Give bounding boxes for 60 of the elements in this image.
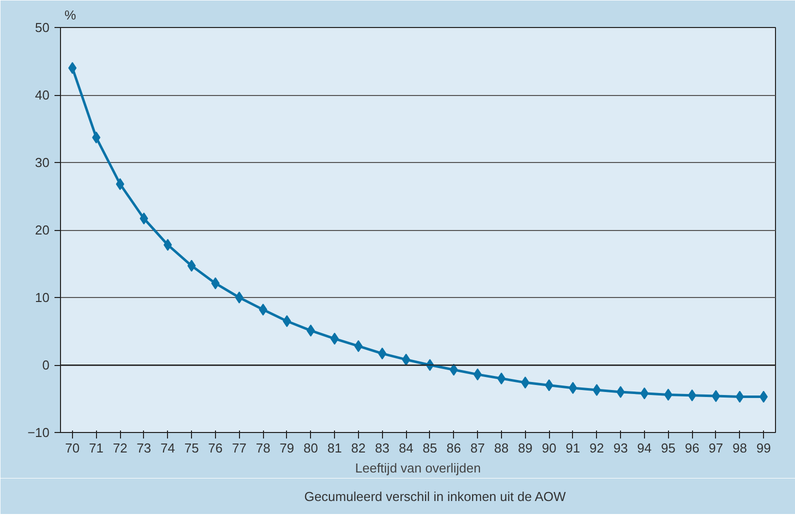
point bbox=[68, 62, 77, 74]
point bbox=[688, 389, 696, 402]
x-tick-label: 70 bbox=[65, 440, 80, 456]
point bbox=[568, 382, 578, 394]
y-tick-label: 20 bbox=[35, 222, 50, 238]
y-axis-title: % bbox=[64, 8, 76, 22]
x-tick-label: 95 bbox=[661, 440, 676, 456]
x-tick-label: 84 bbox=[398, 440, 414, 456]
y-tick-label: 30 bbox=[35, 155, 50, 170]
x-tick-label: 74 bbox=[160, 440, 175, 456]
x-tick-label: 93 bbox=[613, 440, 628, 456]
point bbox=[187, 260, 196, 272]
x-tick-label: 79 bbox=[280, 440, 294, 456]
x-tick-label: 90 bbox=[542, 440, 556, 456]
x-tick-label: 94 bbox=[637, 440, 652, 456]
x-tick-label: 72 bbox=[112, 440, 128, 456]
y-tick-label: 10 bbox=[35, 290, 50, 305]
x-tick-label: 76 bbox=[208, 440, 223, 456]
x-tick-label: 86 bbox=[446, 440, 461, 456]
x-tick-label: 87 bbox=[470, 440, 485, 456]
point bbox=[354, 340, 363, 352]
point bbox=[235, 292, 244, 304]
point bbox=[211, 277, 220, 290]
y-tick-label: 50 bbox=[35, 20, 50, 35]
point bbox=[330, 332, 339, 345]
point bbox=[282, 315, 292, 328]
x-axis-title: Leeftijd van overlijden bbox=[355, 460, 481, 476]
y-tick-label: −10 bbox=[27, 425, 50, 440]
y-tick-label: 40 bbox=[35, 88, 50, 102]
point bbox=[402, 354, 410, 366]
x-tick-label: 96 bbox=[684, 440, 700, 456]
point bbox=[712, 390, 720, 402]
x-tick-label: 83 bbox=[375, 440, 390, 456]
x-tick-label: 89 bbox=[518, 440, 532, 456]
point bbox=[258, 304, 268, 316]
point bbox=[759, 390, 768, 403]
point bbox=[116, 178, 124, 190]
x-tick-label: 91 bbox=[566, 440, 580, 456]
y-tick-label: 0 bbox=[42, 358, 50, 372]
x-tick-label: 73 bbox=[136, 440, 152, 456]
x-tick-label: 88 bbox=[494, 440, 509, 456]
point bbox=[473, 368, 482, 380]
point bbox=[497, 372, 506, 384]
point bbox=[616, 386, 625, 398]
point bbox=[640, 387, 649, 400]
x-tick-label: 71 bbox=[89, 440, 104, 456]
x-tick-label: 92 bbox=[590, 440, 604, 456]
x-tick-label: 75 bbox=[184, 440, 199, 456]
x-tick-label: 85 bbox=[422, 440, 438, 456]
x-tick-label: 97 bbox=[708, 440, 724, 456]
x-tick-label: 81 bbox=[327, 440, 342, 456]
point bbox=[140, 212, 148, 225]
x-tick-label: 80 bbox=[304, 440, 318, 456]
x-tick-label: 77 bbox=[232, 440, 246, 456]
x-tick-label: 78 bbox=[256, 440, 270, 456]
x-tick-label: 98 bbox=[732, 440, 747, 456]
text: Gecumuleerd verschil in inkomen uit de AOW bbox=[304, 488, 566, 504]
x-tick-label: 99 bbox=[756, 440, 771, 456]
x-tick-label: 82 bbox=[351, 440, 366, 456]
point bbox=[544, 379, 554, 392]
